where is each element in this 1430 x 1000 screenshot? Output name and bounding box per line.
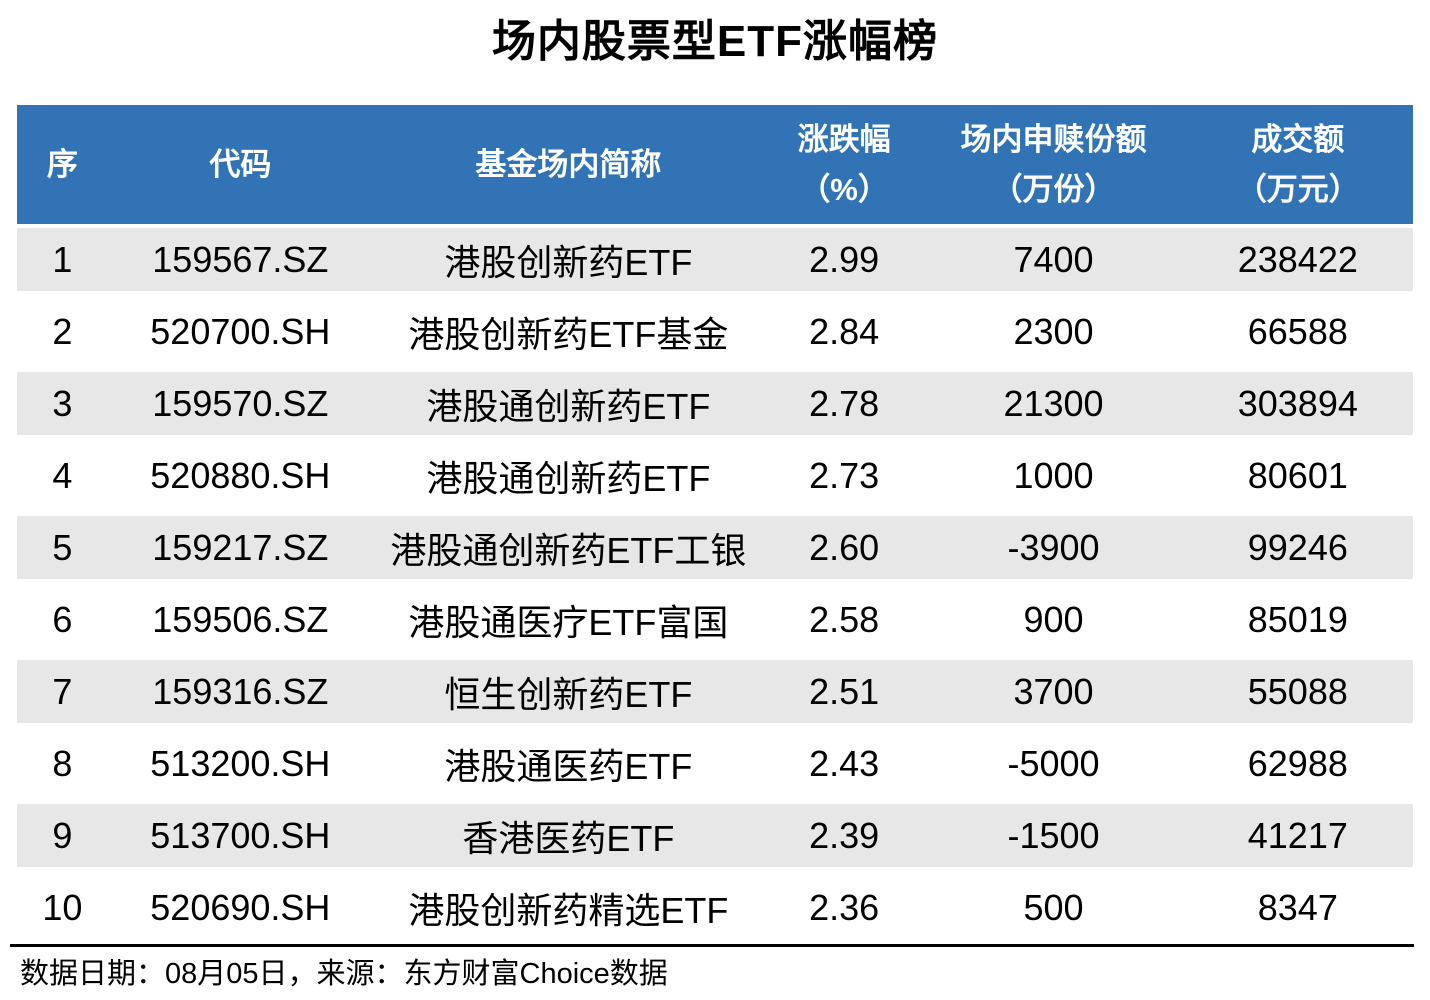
cell-turnover: 303894 [1237,382,1358,424]
cell-change: 2.60 [809,526,880,568]
cell-code: 513200.SH [150,742,331,784]
col-header-shares: 场内申赎份额 （万份） [924,105,1183,226]
cell-code: 159570.SZ [152,382,329,424]
cell-name: 港股创新药ETF基金 [408,313,729,355]
col-header-rank: 序 [17,105,108,226]
cell-turnover: 55088 [1247,670,1348,712]
cell-turnover: 80601 [1247,454,1348,496]
cell-shares: 900 [1023,598,1084,640]
cell-name: 港股通医药ETF [444,745,693,787]
cell-rank: 4 [52,454,73,496]
cell-shares: 21300 [1003,382,1104,424]
cell-rank: 8 [52,742,73,784]
cell-change: 2.58 [809,598,880,640]
cell-turnover: 66588 [1247,310,1348,352]
cell-name: 港股通创新药ETF工银 [390,529,747,571]
table-row: 1 159567.SZ 港股创新药ETF 2.99 7400 238422 [17,226,1413,296]
table-row: 10 520690.SH 港股创新药精选ETF 2.36 500 8347 [17,871,1413,939]
cell-code: 159567.SZ [152,238,329,280]
col-header-code: 代码 [107,105,373,226]
cell-code: 159316.SZ [152,670,329,712]
page-title: 场内股票型ETF涨幅榜 [491,17,939,66]
cell-shares: 500 [1023,886,1084,928]
col-header-change: 涨跌幅 （%） [763,105,925,226]
table-head: 序代码 基金场内简称 涨跌幅 （%） 场内申赎份额 （万份） 成交额 （万元） [17,105,1413,226]
etf-table: 序代码 基金场内简称 涨跌幅 （%） 场内申赎份额 （万份） 成交额 （万元） 1 159567… [17,105,1413,939]
table-row: 2 520700.SH 港股创新药ETF基金 2.84 2300 66588 [17,295,1413,368]
cell-rank: 3 [52,382,73,424]
cell-change: 2.99 [809,238,880,280]
cell-name: 恒生创新药ETF [444,673,693,715]
cell-name: 港股通医疗ETF富国 [408,601,729,643]
cell-shares: -3900 [1007,526,1100,568]
col-header-name: 基金场内简称 [372,105,764,226]
cell-code: 520700.SH [150,310,331,352]
cell-shares: 7400 [1013,238,1094,280]
cell-change: 2.36 [809,886,880,928]
cell-shares: -5000 [1007,742,1100,784]
cell-rank: 5 [52,526,73,568]
cell-rank: 2 [52,310,73,352]
cell-rank: 6 [52,598,73,640]
table-row: 8 513200.SH 港股通医药ETF 2.43 -5000 62988 [17,727,1413,800]
source-note: 数据日期：08月05日，来源：东方财富Choice数据 [10,944,1414,994]
cell-name: 港股创新药精选ETF [408,889,729,931]
cell-turnover: 99246 [1247,526,1348,568]
cell-name: 港股创新药ETF [444,241,693,283]
cell-change: 2.43 [809,742,880,784]
table-body: 1 159567.SZ 港股创新药ETF 2.99 7400 238422 2 520700.… [17,226,1413,939]
cell-shares: -1500 [1007,814,1100,856]
table-row: 3 159570.SZ 港股通创新药ETF 2.78 21300 303894 [17,367,1413,440]
cell-turnover: 41217 [1247,814,1348,856]
cell-code: 520880.SH [150,454,331,496]
table-row: 7 159316.SZ 恒生创新药ETF 2.51 3700 55088 [17,655,1413,728]
cell-turnover: 8347 [1257,886,1338,928]
cell-shares: 3700 [1013,670,1094,712]
cell-code: 520690.SH [150,886,331,928]
cell-rank: 1 [52,238,73,280]
cell-name: 港股通创新药ETF [426,457,711,499]
table-row: 6 159506.SZ 港股通医疗ETF富国 2.58 900 85019 [17,583,1413,656]
cell-rank: 7 [52,670,73,712]
table-row: 4 520880.SH 港股通创新药ETF 2.73 1000 80601 [17,439,1413,512]
cell-change: 2.84 [809,310,880,352]
cell-name: 香港医药ETF [462,817,675,859]
cell-turnover: 238422 [1237,238,1358,280]
col-header-turnover: 成交额 （万元） [1182,105,1413,226]
table-header-row: 序代码 基金场内简称 涨跌幅 （%） 场内申赎份额 （万份） 成交额 （万元） [17,105,1413,226]
cell-shares: 1000 [1013,454,1094,496]
cell-name: 港股通创新药ETF [426,385,711,427]
table-row: 5 159217.SZ 港股通创新药ETF工银 2.60 -3900 99246 [17,511,1413,584]
cell-code: 159506.SZ [152,598,329,640]
cell-change: 2.73 [809,454,880,496]
cell-change: 2.78 [809,382,880,424]
cell-shares: 2300 [1013,310,1094,352]
cell-turnover: 85019 [1247,598,1348,640]
cell-change: 2.39 [809,814,880,856]
cell-rank: 10 [42,886,83,928]
cell-turnover: 62988 [1247,742,1348,784]
cell-rank: 9 [52,814,73,856]
table-row: 9 513700.SH 香港医药ETF 2.39 -1500 41217 [17,799,1413,872]
cell-code: 513700.SH [150,814,331,856]
cell-code: 159217.SZ [152,526,329,568]
cell-change: 2.51 [809,670,880,712]
